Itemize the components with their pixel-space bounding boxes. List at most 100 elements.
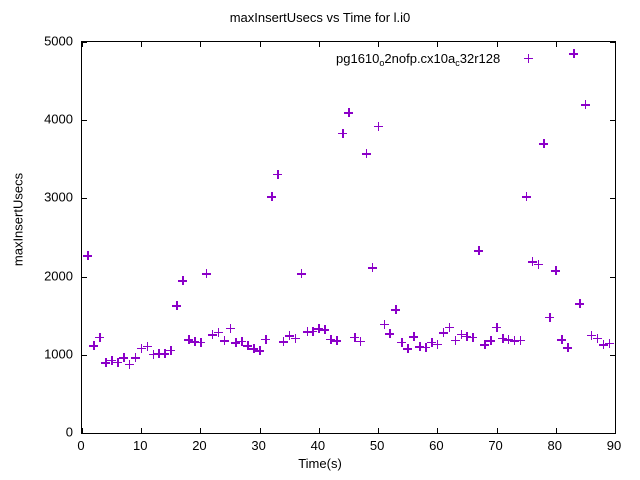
data-point (397, 337, 407, 347)
data-point (89, 340, 99, 350)
x-axis-tick-label: 10 (132, 438, 148, 453)
data-point (243, 340, 253, 350)
data-point (420, 342, 430, 352)
data-point (426, 337, 436, 347)
data-point (225, 323, 235, 333)
y-axis-tick-label: 5000 (44, 33, 73, 49)
data-point (118, 353, 128, 363)
data-point (361, 149, 371, 159)
x-axis-tick (141, 428, 143, 434)
data-point (296, 268, 306, 278)
data-point (124, 359, 134, 369)
x-axis-tick-top (82, 41, 83, 47)
data-point (569, 49, 579, 59)
data-point (142, 341, 152, 351)
legend-series-label: pg1610o2nofp.cx10ac32r128 (336, 50, 501, 68)
x-axis-tick-label: 0 (77, 438, 85, 453)
data-point (190, 337, 200, 347)
y-axis-tick-label: 3000 (44, 189, 73, 205)
y-axis-tick (81, 276, 87, 278)
data-point (509, 336, 519, 346)
y-axis-tick-right (610, 276, 616, 278)
y-axis-tick-right (610, 42, 616, 43)
data-point (261, 334, 271, 344)
data-point (136, 343, 146, 353)
data-point (344, 108, 353, 118)
data-point (468, 332, 478, 342)
plot-area (81, 41, 616, 434)
data-point (349, 332, 359, 342)
data-point (379, 319, 389, 329)
data-point (545, 312, 555, 322)
data-point (101, 358, 111, 368)
y-axis-tick-right (610, 433, 616, 434)
data-point (492, 322, 502, 332)
x-axis-tick-top (141, 41, 143, 47)
data-point (326, 334, 336, 344)
data-point (604, 338, 614, 348)
plus-marker-icon (523, 53, 533, 63)
data-point (385, 329, 395, 339)
data-point (130, 353, 140, 363)
x-axis-tick (200, 428, 202, 434)
x-axis-tick-top (378, 41, 380, 47)
x-axis-tick (496, 428, 498, 434)
data-point (184, 335, 194, 345)
data-point (255, 345, 265, 355)
x-axis-tick-top (555, 41, 557, 47)
x-axis-tick-label: 60 (429, 438, 444, 453)
x-axis-tick-top (437, 41, 439, 47)
x-axis-tick (615, 428, 616, 434)
data-point (332, 336, 342, 346)
data-point (438, 328, 448, 337)
data-point (486, 336, 496, 346)
x-axis-tick (378, 428, 380, 434)
x-axis-tick (82, 428, 83, 434)
data-point (598, 340, 608, 350)
x-axis-tick-top (259, 41, 261, 47)
data-point (391, 305, 401, 315)
data-point (474, 246, 484, 256)
data-point (160, 349, 170, 359)
data-point (462, 331, 472, 341)
data-point (497, 333, 507, 343)
data-point (231, 338, 241, 348)
data-point (195, 337, 205, 347)
x-axis-tick-top (615, 41, 616, 47)
data-point (557, 335, 567, 345)
data-point (533, 259, 543, 269)
data-point (178, 276, 188, 285)
legend: pg1610o2nofp.cx10ac32r128 (336, 48, 546, 68)
x-axis-tick-top (200, 41, 202, 47)
data-point (432, 339, 442, 349)
x-axis-tick-label: 90 (606, 438, 622, 453)
x-axis-tick-label: 30 (251, 438, 266, 453)
data-point (302, 327, 312, 337)
y-axis-tick (81, 354, 87, 356)
y-axis-tick (81, 433, 87, 434)
data-point (355, 336, 365, 346)
data-point (237, 336, 247, 346)
x-axis-tick-label: 80 (547, 438, 562, 453)
data-point (308, 326, 318, 336)
x-axis-tick (555, 428, 557, 434)
x-axis-tick (259, 428, 261, 434)
data-point (586, 330, 596, 340)
data-point (107, 355, 117, 365)
data-point (83, 250, 93, 260)
y-axis-tick-label: 1000 (44, 346, 73, 362)
x-axis-tick-labels: 0 10 20 30 40 50 60 70 80 90 (0, 438, 640, 458)
x-axis-title: Time(s) (298, 456, 342, 471)
data-point (290, 333, 300, 343)
data-points-layer (82, 42, 615, 433)
data-point (503, 335, 513, 345)
x-axis-tick-top (496, 41, 498, 47)
data-point (403, 344, 413, 354)
data-point (95, 332, 105, 342)
data-point (480, 340, 490, 350)
data-point (574, 299, 584, 309)
data-point (284, 331, 294, 341)
data-point (367, 263, 377, 273)
x-axis-tick (318, 428, 320, 434)
